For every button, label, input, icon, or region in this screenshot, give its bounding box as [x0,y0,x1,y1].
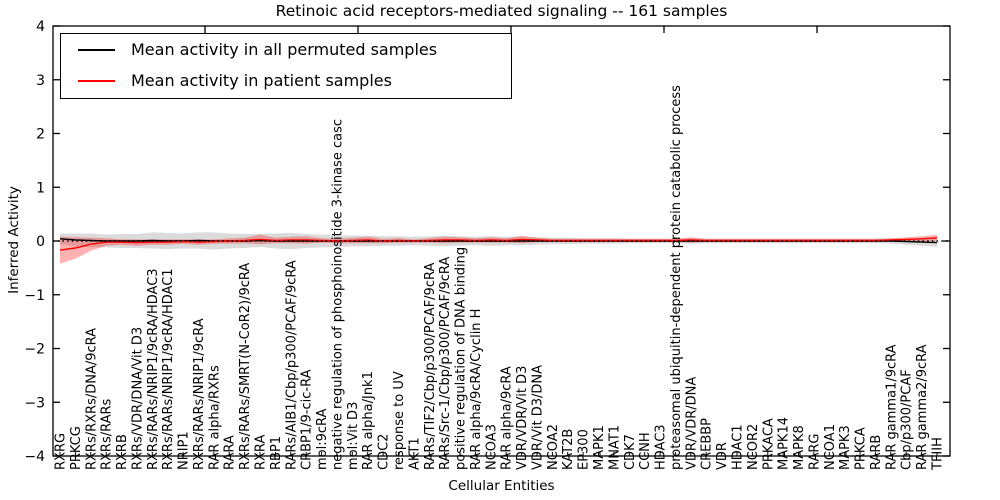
x-tick-label: AKT1 [407,437,422,470]
x-tick-label: EP300 [577,429,592,470]
y-tick-label: 3 [36,73,45,89]
x-tick-label: RAR alpha/RXRs [207,365,222,470]
chart-title: Retinoic acid receptors-mediated signali… [275,2,728,20]
x-tick-label: HDAC1 [730,424,745,470]
x-tick-label: TFIIH [931,437,946,471]
x-tick-label: RXRA [254,435,269,470]
x-tick-label: RBP1 [269,436,284,470]
x-tick-label: RAR gamma1/9cRA [884,344,899,470]
x-tick-label: NCOA3 [484,424,499,470]
y-tick-label: 0 [36,234,45,250]
x-tick-label: NRIP1 [177,431,192,470]
x-tick-label: VDR/Vit D3/DNA [530,365,545,470]
x-axis-label: Cellular Entities [448,478,555,494]
x-tick-label: mol:9cRA [315,408,330,470]
y-tick-label: −3 [24,395,45,411]
x-tick-label: response to UV [392,371,407,470]
x-tick-label: RARA [223,435,238,470]
y-tick-label: 1 [36,180,45,196]
permuted-line-swatch-icon [78,48,115,51]
x-tick-label: RARB [869,435,884,470]
legend-label-patient: Mean activity in patient samples [131,71,392,90]
x-tick-label: RARs/AIB1/Cbp/p300/PCAF/9cRA [284,260,299,470]
x-tick-label: negative regulation of phosphoinositide … [330,119,345,470]
x-tick-label: proteasomal ubiquitin-dependent protein … [669,85,684,470]
y-tick-label: −4 [24,449,45,465]
x-tick-label: RAR alpha/9cRA [500,366,515,470]
y-tick-label: −2 [24,342,45,358]
x-tick-label: RXRs/RARs/NRIP1/9cRA [192,318,207,470]
x-tick-label: MAPK1 [592,425,607,470]
x-tick-label: MAPK3 [838,425,853,470]
patient-mean-line [59,237,938,251]
x-tick-label: positive regulation of DNA binding [454,247,469,470]
x-tick-label: MAPK14 [777,417,792,470]
x-tick-label: RARG [807,433,822,470]
x-tick-label: RXRs/RARs/NRIP1/9cRA/HDAC1 [161,268,176,470]
patient-line-swatch-icon [78,79,115,82]
y-tick-label: −1 [24,288,45,304]
y-axis-label: Inferred Activity [6,186,22,294]
x-tick-label: RXRs/VDR/DNA/Vit D3 [130,327,145,470]
x-tick-label: PRKACA [761,418,776,470]
x-tick-label: CCNH [638,432,653,470]
legend: Mean activity in all permuted samples Me… [60,33,512,99]
x-tick-label: MNAT1 [607,425,622,470]
x-tick-label: MAPK8 [792,425,807,470]
x-tick-label: RXRB [115,434,130,470]
x-tick-label: RAR alpha/9cRA/Cyclin H [469,309,484,470]
x-tick-label: PRKCA [854,427,869,470]
x-tick-label: Cbp/p300/PCAF [900,369,915,470]
x-tick-label: NCOA1 [823,424,838,470]
x-tick-label: RAR gamma2/9cRA [915,344,930,470]
x-tick-label: CDC2 [377,434,392,470]
x-tick-label: VDR/VDR/Vit D3 [515,366,530,470]
x-tick-label: NCOA2 [546,424,561,470]
x-tick-label: KAT2B [561,429,576,470]
x-tick-label: CRBP1/9-cic-RA [300,369,315,470]
x-tick-label: HDAC3 [654,424,669,470]
x-tick-label: RARs/Src-1/Cbp/p300/PCAF/9cRA [438,257,453,470]
x-tick-label: RXRs/RXRs/DNA/9cRA [84,328,99,470]
legend-entry-permuted: Mean activity in all permuted samples [61,34,511,65]
x-tick-label: RXRs/RARs/SMRT(N-CoR2)/9cRA [238,263,253,470]
x-tick-label: CREBBP [700,418,715,470]
x-tick-label: PRKCG [69,426,84,470]
x-tick-label: RXRs/RARs/NRIP1/9cRA/HDAC3 [146,268,161,470]
x-tick-label: RAR alpha/Jnk1 [361,371,376,470]
patient-confidence-band [60,234,937,264]
legend-entry-patient: Mean activity in patient samples [61,65,511,96]
x-tick-label: RARs/TIF2/Cbp/p300/PCAF/9cRA [423,263,438,470]
y-tick-label: 2 [36,127,45,143]
x-tick-label: VDR/VDR/DNA [684,377,699,470]
x-tick-label: RXRG [54,433,69,470]
x-tick-label: NCOR2 [746,424,761,470]
y-tick-label: 4 [36,19,45,35]
x-tick-label: mol:Vit D3 [346,402,361,470]
x-tick-label: RXRs/RARs [100,398,115,470]
legend-label-permuted: Mean activity in all permuted samples [131,40,438,59]
x-tick-label: CDK7 [623,434,638,470]
